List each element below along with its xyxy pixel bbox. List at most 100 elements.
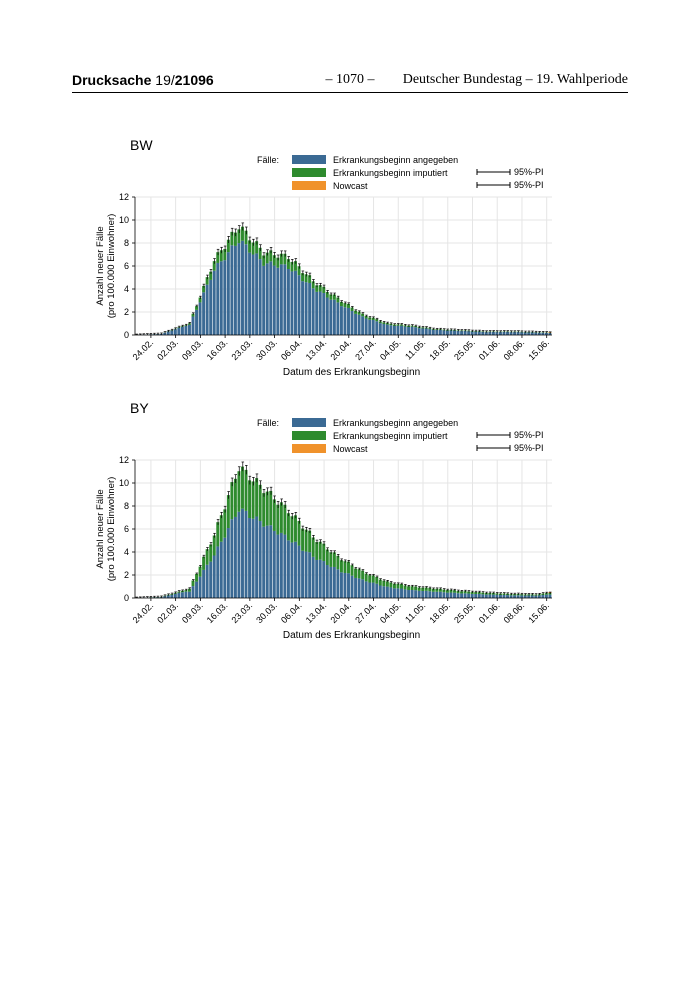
x-tick-label: 20.04.: [328, 600, 353, 625]
bar-reported: [407, 326, 411, 335]
bar-imputed: [347, 303, 350, 308]
bar-reported: [396, 325, 400, 335]
x-tick-label: 09.03.: [180, 337, 205, 362]
bar-imputed: [400, 584, 403, 589]
bar-reported: [477, 331, 481, 335]
bar-reported: [191, 316, 195, 335]
legend-title: Fälle:: [257, 155, 279, 165]
x-tick-label: 24.02.: [131, 600, 156, 625]
x-tick-label: 06.04.: [279, 600, 304, 625]
bar-reported: [470, 331, 474, 335]
bar-reported: [453, 330, 456, 335]
bar-reported: [308, 282, 312, 335]
bar-reported: [258, 259, 262, 335]
y-axis-label: Anzahl neuer Fälle: [95, 226, 106, 305]
bar-imputed: [233, 232, 237, 246]
bar-imputed: [294, 261, 297, 271]
y-tick-label: 10: [119, 478, 129, 488]
bar-reported: [336, 569, 340, 598]
bar-imputed: [237, 471, 241, 512]
bar-reported: [417, 590, 421, 598]
bar-imputed: [195, 573, 199, 582]
bar-imputed: [339, 560, 343, 573]
chart-title: BY: [130, 400, 149, 416]
bar-imputed: [357, 569, 361, 579]
bar-reported: [467, 331, 471, 335]
bar-reported: [354, 313, 358, 335]
bar-reported: [403, 326, 407, 335]
bar-reported: [279, 264, 283, 335]
bar-reported: [339, 572, 343, 598]
x-tick-label: 18.05.: [427, 600, 452, 625]
bar-imputed: [290, 261, 294, 272]
bar-imputed: [322, 543, 326, 562]
bar-reported: [442, 592, 446, 598]
bar-reported: [347, 573, 350, 598]
bar-reported: [276, 267, 280, 335]
bar-imputed: [467, 591, 471, 594]
bar-imputed: [428, 588, 432, 592]
bar-imputed: [424, 587, 428, 591]
x-tick-label: 15.06.: [526, 600, 551, 625]
bar-imputed: [311, 537, 315, 557]
bar-reported: [467, 593, 471, 598]
bar-reported: [202, 569, 206, 598]
bar-imputed: [350, 565, 354, 576]
x-tick-label: 08.06.: [502, 600, 527, 625]
x-axis-label: Datum des Erkrankungsbeginn: [283, 630, 420, 641]
bar-reported: [244, 510, 248, 598]
bar-imputed: [233, 478, 237, 517]
bar-reported: [392, 588, 396, 598]
bar-reported: [258, 521, 262, 598]
bar-imputed: [301, 528, 305, 551]
bar-imputed: [223, 249, 227, 261]
bar-reported: [378, 585, 382, 598]
bar-reported: [530, 595, 534, 598]
bar-imputed: [438, 588, 442, 592]
y-axis-label: Anzahl neuer Fälle: [95, 489, 106, 568]
doc-number-prefix: 19/: [155, 72, 175, 88]
bar-imputed: [442, 589, 446, 593]
bar-reported: [548, 594, 552, 598]
y-tick-label: 0: [124, 330, 129, 340]
bar-imputed: [223, 509, 227, 538]
bar-imputed: [410, 586, 414, 590]
bar-reported: [184, 325, 188, 335]
bar-reported: [506, 595, 509, 598]
publisher: Deutscher Bundestag – 19. Wahlperiode: [402, 72, 628, 87]
bar-reported: [484, 332, 488, 335]
bar-imputed: [212, 261, 216, 271]
legend-label: Erkrankungsbeginn angegeben: [333, 418, 458, 428]
bar-reported: [283, 534, 287, 598]
y-tick-label: 4: [124, 547, 129, 557]
bar-reported: [315, 291, 319, 335]
bar-imputed: [453, 590, 456, 593]
bar-imputed: [205, 549, 209, 565]
bar-reported: [311, 556, 315, 598]
bar-imputed: [195, 306, 199, 310]
bar-reported: [209, 279, 213, 335]
bar-imputed: [251, 242, 255, 255]
bar-reported: [237, 243, 241, 335]
bar-reported: [226, 528, 230, 598]
bar-reported: [318, 291, 322, 335]
bar-reported: [477, 593, 481, 598]
bar-reported: [389, 587, 393, 598]
bar-reported: [435, 591, 439, 598]
bar-reported: [382, 324, 386, 335]
bar-reported: [435, 330, 439, 335]
bar-reported: [368, 582, 372, 598]
bar-imputed: [244, 230, 248, 245]
bar-reported: [205, 564, 209, 598]
bar-reported: [297, 545, 301, 598]
bar-imputed: [474, 592, 478, 595]
bar-imputed: [265, 252, 269, 264]
bar-imputed: [226, 495, 230, 529]
x-tick-label: 23.03.: [229, 600, 254, 625]
bar-reported: [442, 330, 446, 335]
bar-reported: [417, 328, 421, 335]
x-tick-label: 30.03.: [254, 600, 279, 625]
bar-reported: [385, 586, 389, 598]
bar-imputed: [216, 522, 220, 547]
x-tick-label: 20.04.: [328, 337, 353, 362]
